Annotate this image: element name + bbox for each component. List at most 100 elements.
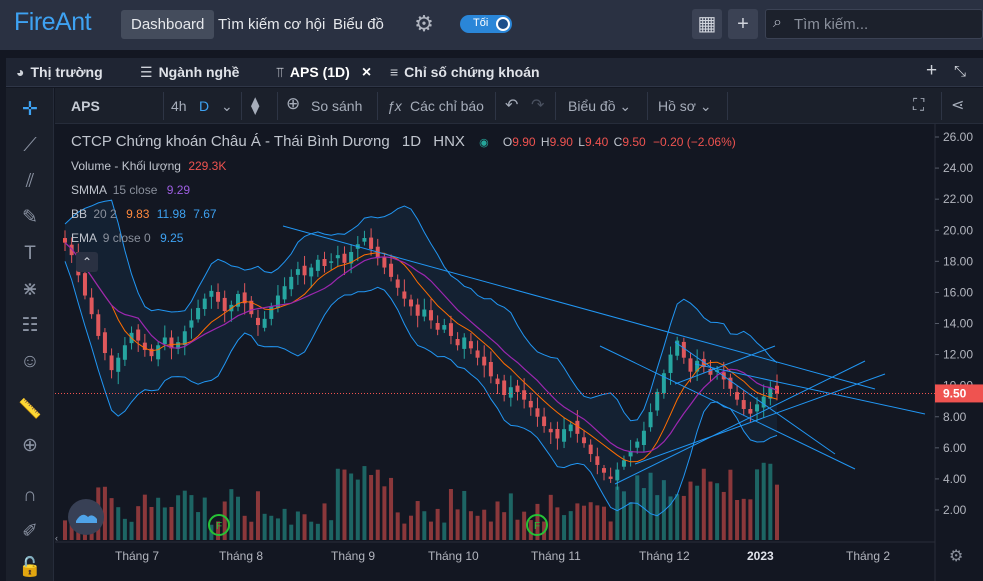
nav-dashboard[interactable]: Dashboard [121, 10, 215, 39]
trend-line[interactable] [674, 345, 776, 385]
tab-label: APS (1D) [289, 64, 350, 80]
candle-body [761, 396, 766, 408]
gear-icon[interactable]: ⚙ [414, 11, 434, 36]
chart-toolbar: APS 4h D ⌄ ⧫ ⊕ So sánh ƒx Các chỉ báo ↶ … [55, 88, 983, 124]
tab-label: Ngành nghề [158, 64, 240, 80]
candle-body [455, 339, 460, 346]
fib-icon[interactable]: ☷ [21, 315, 39, 336]
candle-body [415, 304, 420, 316]
list-icon: ☰ [140, 64, 153, 80]
nav-charts[interactable]: Biểu đồ [333, 16, 384, 33]
compare-button[interactable]: So sánh [311, 98, 363, 114]
candle-body [295, 269, 300, 275]
emoji-icon[interactable]: ☺ [20, 351, 40, 372]
candlestick-icon[interactable]: ⧫ [251, 96, 260, 115]
trend-line[interactable] [694, 363, 926, 415]
trend-line[interactable] [282, 225, 876, 390]
candle-body [362, 238, 367, 242]
search-box[interactable]: ⌕ [765, 9, 983, 39]
crosshair-icon[interactable]: ✛ [22, 99, 38, 120]
lock-icon[interactable]: 🔓 [18, 557, 42, 578]
event-marker-icon[interactable] [526, 514, 548, 536]
chevron-down-icon[interactable]: ⌄ [221, 98, 233, 114]
settings-gear-icon[interactable]: ⚙ [949, 546, 963, 565]
candle-body [176, 342, 181, 349]
candle-body [648, 412, 653, 428]
bb-mid-line [64, 242, 778, 463]
scroll-left-icon[interactable]: ‹ [55, 533, 58, 543]
candle-body [628, 450, 633, 457]
volume-bar [222, 501, 227, 540]
brush-icon[interactable]: ✎ [22, 207, 38, 228]
search-input[interactable] [794, 16, 974, 33]
trend-line[interactable] [614, 360, 866, 485]
legend-volume[interactable]: Volume - Khối lượng 229.3K [71, 159, 227, 173]
volume-bar [169, 506, 174, 540]
price-chart[interactable]: 26.00 24.00 22.00 20.00 18.00 16.00 14.00 12.00… [55, 124, 983, 581]
candle-body [688, 358, 693, 372]
fireant-logo[interactable]: FireAnt [14, 8, 92, 36]
ruler-icon[interactable]: 📏 [18, 399, 42, 420]
add-tab-icon[interactable]: + [926, 60, 938, 81]
tab-sectors[interactable]: ☰ Ngành nghề [140, 58, 239, 87]
symbol-label[interactable]: APS [71, 98, 100, 114]
trend-line[interactable] [674, 341, 836, 455]
legend-bb[interactable]: BB 20 2 9.83 11.98 7.67 [71, 207, 217, 221]
candle-body [382, 256, 387, 268]
lock-drawing-icon[interactable]: ✐ [22, 521, 38, 542]
candle-body [615, 469, 620, 481]
text-icon[interactable]: T [24, 243, 36, 264]
volume-bar [648, 472, 653, 540]
interval-4h[interactable]: 4h [171, 98, 187, 114]
fullscreen-icon[interactable]: ⛶ [913, 97, 925, 114]
volume-bar [242, 515, 247, 540]
chart-type-button[interactable]: Biểu đồ ⌄ [568, 98, 632, 114]
collapse-legend-icon[interactable]: ⌃ [76, 252, 98, 272]
candle-body [169, 337, 174, 349]
collapse-icon[interactable]: ⤡ [954, 63, 967, 80]
price-tick-label: 2.00 [943, 503, 967, 517]
indicators-button[interactable]: Các chỉ báo [410, 98, 484, 114]
chart-area[interactable]: 26.00 24.00 22.00 20.00 18.00 16.00 14.00 12.00… [55, 124, 983, 581]
add-circle-icon[interactable]: ⊕ [286, 94, 301, 113]
grid-layout-icon[interactable]: ▦ [692, 9, 722, 39]
legend-ema[interactable]: EMA 9 close 0 9.25 [71, 231, 184, 245]
function-icon[interactable]: ƒx [387, 98, 402, 114]
redo-icon[interactable]: ↷ [531, 97, 545, 114]
trend-line[interactable] [634, 373, 886, 465]
theme-toggle[interactable]: Tối [460, 15, 512, 33]
candle-body [69, 244, 74, 256]
nav-opportunity-search[interactable]: Tìm kiếm cơ hội [218, 16, 326, 33]
price-tick-label: 22.00 [943, 192, 973, 206]
candle-body [522, 390, 527, 400]
share-icon[interactable]: ⋖ [951, 97, 965, 114]
price-axis[interactable] [935, 124, 983, 581]
event-marker-icon[interactable] [208, 514, 230, 536]
undo-icon[interactable]: ↶ [505, 97, 519, 114]
add-icon[interactable]: + [728, 9, 758, 39]
candle-body [162, 337, 167, 345]
zoom-in-icon[interactable]: ⊕ [22, 435, 38, 456]
parallel-lines-icon[interactable]: ⫽ [25, 171, 35, 192]
legend-smma[interactable]: SMMA 15 close 9.29 [71, 183, 191, 197]
event-marker-label: F [534, 521, 540, 532]
close-icon[interactable]: × [361, 64, 372, 81]
magnet-icon[interactable]: ∩ [23, 485, 37, 506]
profile-button[interactable]: Hồ sơ ⌄ [658, 98, 712, 114]
trendline-icon[interactable]: ⟋ [23, 135, 37, 156]
trend-line[interactable] [599, 345, 856, 470]
tab-aps-chart[interactable]: ⫪ APS (1D) × [276, 58, 371, 87]
interval-d[interactable]: D [199, 98, 210, 114]
tab-bar: ◕ Thị trường ☰ Ngành nghề ⫪ APS (1D) × ≡… [6, 58, 983, 87]
candle-body [588, 444, 593, 455]
candle-body [302, 265, 307, 276]
pattern-icon[interactable]: ⋇ [22, 279, 38, 300]
volume-bar [468, 511, 473, 540]
volume-bar [122, 518, 127, 540]
candle-body [322, 258, 327, 266]
tab-stock-indices[interactable]: ≡ Chỉ số chứng khoán [390, 58, 540, 87]
tab-market[interactable]: ◕ Thị trường [16, 58, 103, 87]
volume-bar [695, 485, 700, 540]
volume-bar [435, 508, 440, 540]
profile-label: Hồ sơ [658, 98, 696, 114]
